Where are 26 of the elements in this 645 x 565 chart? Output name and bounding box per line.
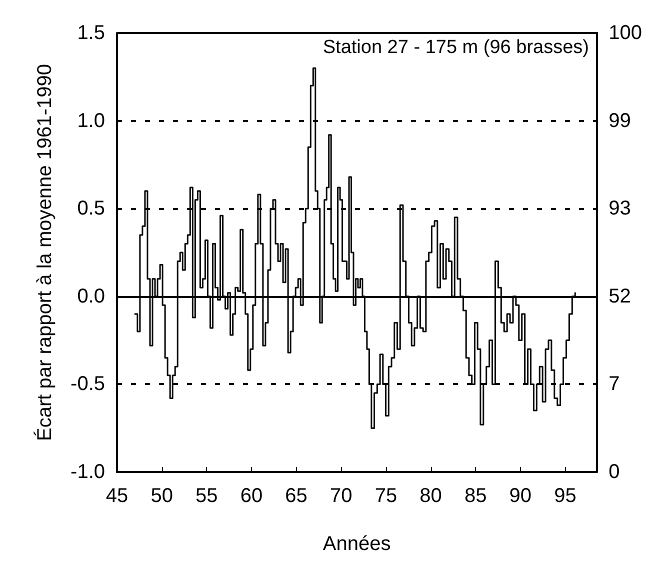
- x-tick-label: 45: [106, 485, 128, 507]
- y-tick-label: 0.0: [77, 285, 105, 308]
- y-axis-title: Écart par rapport à la moyenne 1961-1990: [33, 64, 56, 441]
- x-tick-label: 60: [240, 485, 263, 507]
- x-tick-label: 80: [420, 485, 442, 507]
- x-tick-label: 50: [150, 485, 173, 507]
- category-label: 52: [608, 285, 631, 308]
- y-tick-label: 0.5: [77, 198, 105, 220]
- category-label: 0: [608, 461, 620, 483]
- x-axis-title: Années: [322, 533, 391, 555]
- category-label: 93: [608, 198, 631, 220]
- category-label: 99: [608, 110, 631, 132]
- x-tick-label: 55: [196, 485, 218, 507]
- x-tick-label: 95: [554, 485, 576, 507]
- y-tick-label: 1.5: [77, 22, 105, 44]
- x-tick-label: 70: [330, 485, 352, 507]
- category-label: 7: [608, 373, 620, 396]
- x-tick-label: 85: [464, 485, 487, 507]
- y-tick-label: -0.5: [70, 373, 105, 396]
- y-tick-label: 1.0: [77, 110, 105, 132]
- x-tick-label: 75: [374, 485, 398, 507]
- x-tick-label: 65: [285, 485, 308, 507]
- x-tick-label: 90: [509, 485, 532, 507]
- annotation: Station 27 - 175 m (96 brasses): [322, 37, 590, 58]
- y-tick-label: -1.0: [70, 461, 105, 483]
- category-label: 100: [608, 22, 642, 44]
